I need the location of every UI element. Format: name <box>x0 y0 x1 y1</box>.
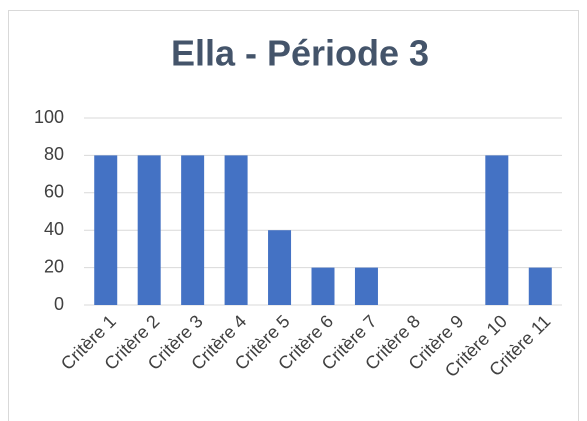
y-tick-label: 20 <box>44 256 64 276</box>
y-tick-label: 80 <box>44 144 64 164</box>
y-tick-label: 60 <box>44 182 64 202</box>
bar <box>94 155 118 305</box>
y-tick-label: 40 <box>44 219 64 239</box>
bar <box>268 230 292 305</box>
y-tick-label: 0 <box>54 294 64 314</box>
chart-title: Ella - Période 3 <box>171 33 429 74</box>
bar <box>181 155 205 305</box>
bar <box>485 155 509 305</box>
bar <box>528 267 552 305</box>
bar <box>354 267 378 305</box>
bar <box>311 267 335 305</box>
chart-border <box>8 10 579 421</box>
bar <box>224 155 248 305</box>
y-tick-label: 100 <box>34 107 64 127</box>
bar <box>137 155 161 305</box>
